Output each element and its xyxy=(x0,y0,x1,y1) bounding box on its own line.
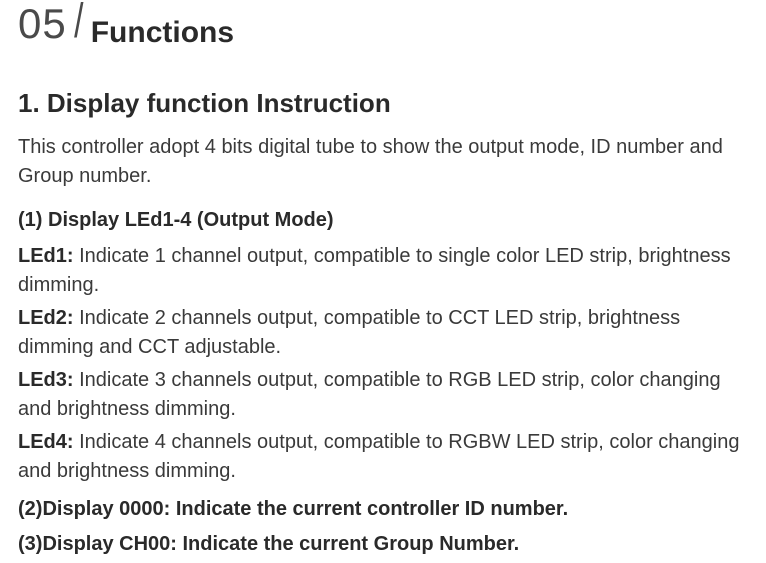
led4-desc: Indicate 4 channels output, compatible t… xyxy=(18,431,739,482)
subsection-title: 1. Display function Instruction xyxy=(18,88,748,119)
led-row-1: LEd1: Indicate 1 channel output, compati… xyxy=(18,242,748,300)
led-row-4: LEd4: Indicate 4 channels output, compat… xyxy=(18,428,748,486)
section-slash: / xyxy=(75,0,85,49)
section-header: 05 / Functions xyxy=(18,0,748,48)
led4-label: LEd4: xyxy=(18,431,74,453)
item2-heading: (2)Display 0000: Indicate the current co… xyxy=(18,498,748,521)
led1-label: LEd1: xyxy=(18,245,74,267)
intro-text: This controller adopt 4 bits digital tub… xyxy=(18,133,748,191)
led-row-3: LEd3: Indicate 3 channels output, compat… xyxy=(18,366,748,424)
item3-heading: (3)Display CH00: Indicate the current Gr… xyxy=(18,533,748,556)
led3-label: LEd3: xyxy=(18,369,74,391)
section-title: Functions xyxy=(91,16,234,50)
section-number-text: 05 xyxy=(18,0,67,47)
led1-desc: Indicate 1 channel output, compatible to… xyxy=(18,245,731,296)
item1-heading: (1) Display LEd1-4 (Output Mode) xyxy=(18,209,748,232)
led2-desc: Indicate 2 channels output, compatible t… xyxy=(18,307,680,358)
led-row-2: LEd2: Indicate 2 channels output, compat… xyxy=(18,304,748,362)
section-number: 05 / xyxy=(18,0,85,48)
led3-desc: Indicate 3 channels output, compatible t… xyxy=(18,369,721,420)
led2-label: LEd2: xyxy=(18,307,74,329)
